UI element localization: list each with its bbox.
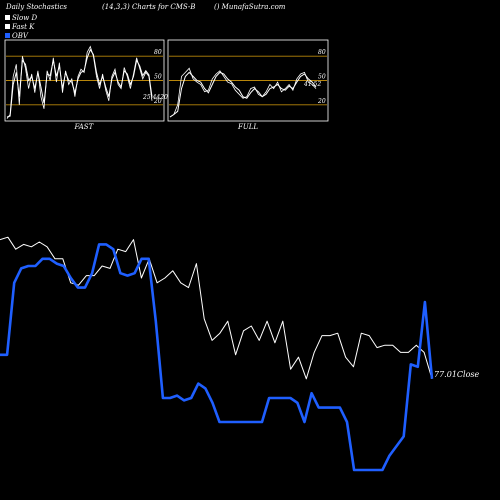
series-line-fast-k bbox=[169, 67, 317, 118]
y-tick-label: 50 bbox=[154, 74, 162, 81]
legend-label-fast-k: Fast K bbox=[11, 23, 35, 31]
legend-label-slow-d: Slow D bbox=[12, 14, 37, 22]
obv-line bbox=[0, 243, 434, 472]
y-tick-label: 50 bbox=[318, 74, 326, 81]
header-params: (14,3,3) Charts for CMS-B bbox=[102, 3, 195, 11]
legend-label-obv: OBV bbox=[12, 32, 29, 40]
legend-swatch-slow-d bbox=[5, 15, 10, 20]
header-title: Daily Stochastics bbox=[5, 3, 67, 11]
legend-swatch-obv bbox=[5, 33, 10, 38]
y-tick-label: 80 bbox=[318, 49, 326, 56]
legend: Slow D Fast K OBV bbox=[5, 14, 37, 40]
y-tick-label: 80 bbox=[154, 49, 162, 56]
last-value-label: 25.4420 bbox=[142, 94, 168, 101]
header-site: () MunafaSutra.com bbox=[214, 3, 286, 11]
last-value-label: 41.52 bbox=[303, 81, 321, 88]
price-obv-panel: 77.01Close bbox=[0, 236, 480, 472]
y-tick-label: 20 bbox=[153, 98, 162, 105]
series-line-fast-k bbox=[6, 45, 153, 119]
x-axis-label: FULL bbox=[237, 123, 258, 131]
y-tick-label: 20 bbox=[317, 98, 326, 105]
close-price-line bbox=[0, 236, 433, 380]
full-stochastics-panel: 80 50 20 41.52 FULL bbox=[167, 39, 329, 131]
x-axis-label: FAST bbox=[74, 123, 95, 131]
last-close-label: 77.01Close bbox=[434, 370, 480, 379]
legend-swatch-fast-k bbox=[5, 24, 10, 29]
